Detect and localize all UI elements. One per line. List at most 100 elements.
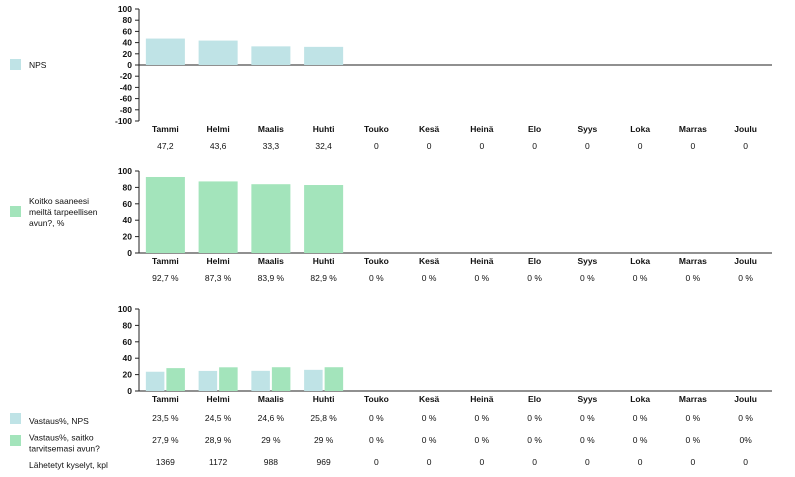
bar (271, 367, 291, 391)
y-tick-label: -60 (120, 94, 133, 104)
data-value: 33,3 (263, 141, 280, 151)
data-value: 0 (743, 457, 748, 467)
data-value: 24,6 % (258, 413, 285, 423)
legend-label: Koitko saaneesi (29, 196, 89, 206)
y-tick-label: 60 (123, 337, 133, 347)
bar (166, 368, 185, 391)
y-tick-label: -20 (120, 71, 133, 81)
legend-swatch (10, 206, 21, 217)
month-label: Heinä (470, 124, 493, 134)
legend-label: NPS (29, 60, 47, 70)
y-tick-label: 0 (127, 248, 132, 258)
data-value: 0 (691, 457, 696, 467)
data-value: 0 % (422, 273, 437, 283)
data-value: 0 % (475, 273, 490, 283)
data-value: 87,3 % (205, 273, 232, 283)
data-value: 0 % (527, 273, 542, 283)
row-label: Vastaus%, saitko (29, 433, 94, 443)
data-value: 92,7 % (152, 273, 179, 283)
month-label: Syys (577, 256, 597, 266)
month-label: Joulu (734, 394, 757, 404)
month-label: Tammi (152, 124, 179, 134)
y-tick-label: 0 (127, 386, 132, 396)
data-value: 0 (374, 457, 379, 467)
data-value: 0 % (580, 273, 595, 283)
month-label: Marras (679, 394, 707, 404)
month-label: Joulu (734, 124, 757, 134)
data-value: 0 % (580, 413, 595, 423)
row-label: Vastaus%, NPS (29, 416, 89, 426)
month-label: Elo (528, 124, 541, 134)
data-value: 0 (638, 457, 643, 467)
data-value: 25,8 % (310, 413, 337, 423)
y-tick-label: 60 (123, 199, 133, 209)
legend-label: avun?, % (29, 218, 65, 228)
month-label: Loka (630, 394, 650, 404)
data-value: 0 (480, 141, 485, 151)
month-label: Heinä (470, 394, 493, 404)
row-label: Lähetetyt kyselyt, kpl (29, 460, 108, 470)
data-value: 969 (317, 457, 331, 467)
bar (304, 46, 344, 65)
month-label: Huhti (313, 394, 335, 404)
data-value: 32,4 (315, 141, 332, 151)
data-value: 0 % (369, 413, 384, 423)
legend-label: meiltä tarpeellisen (29, 207, 98, 217)
y-tick-label: 60 (123, 26, 133, 36)
month-label: Elo (528, 394, 541, 404)
y-tick-label: 20 (123, 370, 133, 380)
data-value: 0 % (686, 435, 701, 445)
y-tick-label: 40 (123, 353, 133, 363)
data-value: 0% (739, 435, 752, 445)
month-label: Joulu (734, 256, 757, 266)
month-label: Maalis (258, 256, 284, 266)
month-label: Helmi (207, 394, 230, 404)
y-tick-label: 100 (118, 304, 132, 314)
data-value: 43,6 (210, 141, 227, 151)
data-value: 0 (427, 457, 432, 467)
bar (145, 38, 185, 65)
y-tick-label: -100 (115, 116, 132, 126)
month-label: Touko (364, 256, 389, 266)
month-label: Tammi (152, 256, 179, 266)
y-tick-label: 40 (123, 215, 133, 225)
y-tick-label: 20 (123, 232, 133, 242)
y-tick-label: 20 (123, 49, 133, 59)
data-value: 0 % (686, 273, 701, 283)
data-value: 24,5 % (205, 413, 232, 423)
month-label: Marras (679, 124, 707, 134)
legend-swatch (10, 435, 21, 446)
month-label: Syys (577, 394, 597, 404)
data-value: 82,9 % (310, 273, 337, 283)
month-label: Loka (630, 124, 650, 134)
month-label: Syys (577, 124, 597, 134)
data-value: 0 (585, 141, 590, 151)
bar (251, 46, 291, 65)
data-value: 0 (427, 141, 432, 151)
data-value: 0 % (580, 435, 595, 445)
month-label: Kesä (419, 394, 440, 404)
month-label: Touko (364, 394, 389, 404)
data-value: 1172 (209, 457, 228, 467)
bar (145, 371, 165, 391)
bar (219, 367, 238, 391)
y-tick-label: -80 (120, 105, 133, 115)
data-value: 0 (691, 141, 696, 151)
month-label: Huhti (313, 256, 335, 266)
month-label: Helmi (207, 256, 230, 266)
month-label: Loka (630, 256, 650, 266)
bar (251, 184, 291, 253)
y-tick-label: 100 (118, 4, 132, 14)
month-label: Tammi (152, 394, 179, 404)
month-label: Maalis (258, 394, 284, 404)
legend-swatch (10, 413, 21, 424)
data-value: 0 % (738, 273, 753, 283)
data-value: 0 (638, 141, 643, 151)
bar (251, 370, 270, 391)
row-label: tarvitsemasi avun? (29, 444, 100, 454)
data-value: 0 % (686, 413, 701, 423)
month-label: Kesä (419, 124, 440, 134)
data-value: 23,5 % (152, 413, 179, 423)
data-value: 0 % (633, 413, 648, 423)
